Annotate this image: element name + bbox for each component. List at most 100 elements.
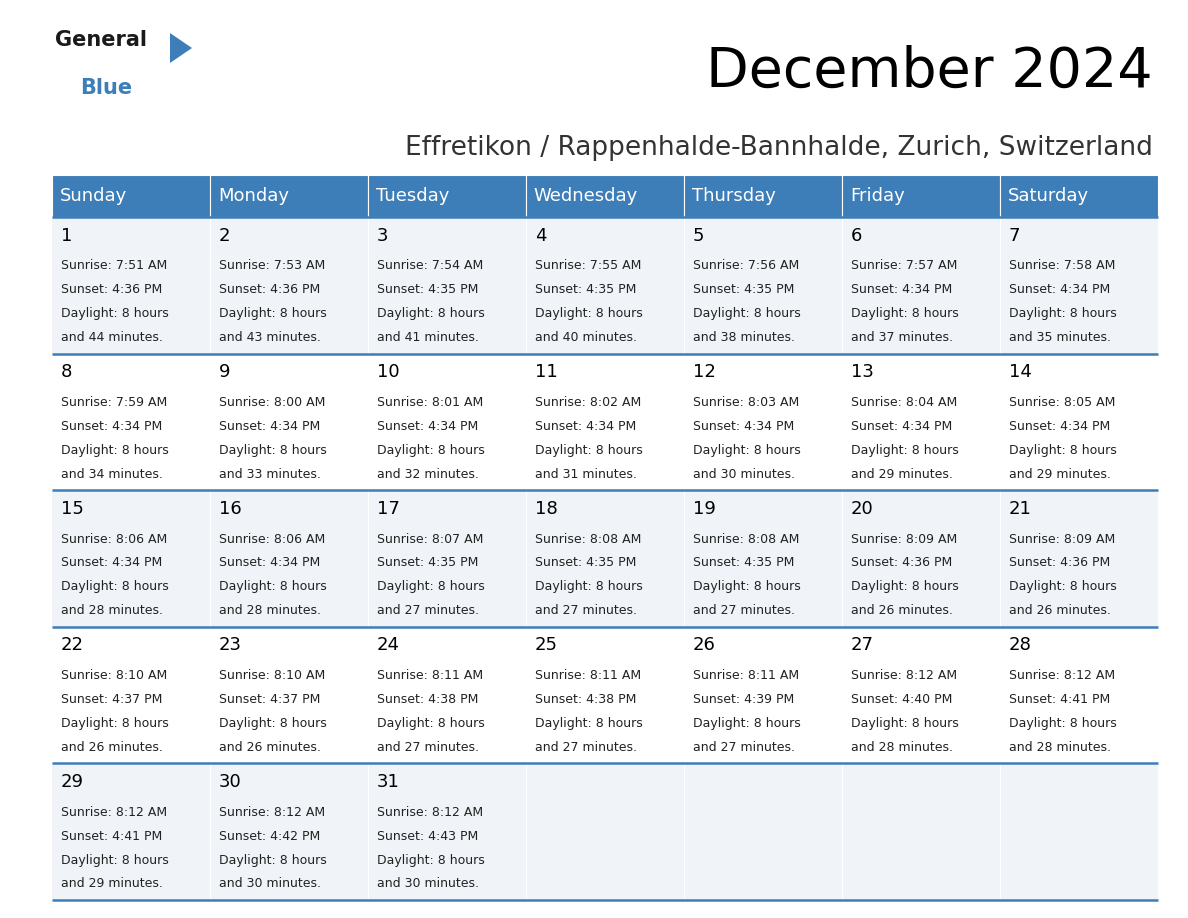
Text: 2: 2 xyxy=(219,227,230,244)
Text: Sunset: 4:39 PM: Sunset: 4:39 PM xyxy=(693,693,794,706)
Text: Sunrise: 8:12 AM: Sunrise: 8:12 AM xyxy=(851,669,956,682)
Text: Daylight: 8 hours: Daylight: 8 hours xyxy=(693,443,801,457)
Text: Sunset: 4:35 PM: Sunset: 4:35 PM xyxy=(535,556,636,569)
Text: General: General xyxy=(55,30,147,50)
Text: 10: 10 xyxy=(377,364,399,381)
Text: Daylight: 8 hours: Daylight: 8 hours xyxy=(851,443,959,457)
Text: and 30 minutes.: and 30 minutes. xyxy=(693,467,795,481)
Text: Sunrise: 7:51 AM: Sunrise: 7:51 AM xyxy=(61,260,168,273)
Text: Sunrise: 8:07 AM: Sunrise: 8:07 AM xyxy=(377,532,484,545)
Bar xyxy=(210,627,368,764)
Text: 15: 15 xyxy=(61,499,83,518)
Text: and 28 minutes.: and 28 minutes. xyxy=(851,741,953,754)
Text: Sunrise: 7:57 AM: Sunrise: 7:57 AM xyxy=(851,260,958,273)
Text: Daylight: 8 hours: Daylight: 8 hours xyxy=(851,717,959,730)
Text: Daylight: 8 hours: Daylight: 8 hours xyxy=(377,443,485,457)
Bar xyxy=(210,490,368,627)
Text: Sunrise: 8:06 AM: Sunrise: 8:06 AM xyxy=(219,532,326,545)
Text: Sunrise: 8:04 AM: Sunrise: 8:04 AM xyxy=(851,396,958,409)
Text: Sunrise: 8:12 AM: Sunrise: 8:12 AM xyxy=(377,806,482,819)
Text: 18: 18 xyxy=(535,499,557,518)
Text: Sunrise: 8:12 AM: Sunrise: 8:12 AM xyxy=(61,806,166,819)
Text: and 27 minutes.: and 27 minutes. xyxy=(535,604,637,617)
Text: 9: 9 xyxy=(219,364,230,381)
Bar xyxy=(1000,353,1158,490)
Polygon shape xyxy=(170,33,192,63)
Text: Daylight: 8 hours: Daylight: 8 hours xyxy=(377,854,485,867)
Bar xyxy=(526,627,684,764)
Text: Sunset: 4:37 PM: Sunset: 4:37 PM xyxy=(219,693,320,706)
Text: 30: 30 xyxy=(219,773,241,791)
Bar xyxy=(684,764,842,900)
Bar xyxy=(52,175,210,217)
Bar xyxy=(210,217,368,353)
Text: Sunset: 4:35 PM: Sunset: 4:35 PM xyxy=(693,556,794,569)
Text: and 41 minutes.: and 41 minutes. xyxy=(377,331,479,344)
Text: Sunrise: 8:12 AM: Sunrise: 8:12 AM xyxy=(219,806,324,819)
Text: Sunset: 4:34 PM: Sunset: 4:34 PM xyxy=(219,556,320,569)
Bar xyxy=(684,627,842,764)
Text: Sunset: 4:34 PM: Sunset: 4:34 PM xyxy=(1009,420,1110,433)
Text: Daylight: 8 hours: Daylight: 8 hours xyxy=(61,854,169,867)
Bar xyxy=(368,764,526,900)
Bar xyxy=(368,627,526,764)
Text: Sunrise: 7:59 AM: Sunrise: 7:59 AM xyxy=(61,396,168,409)
Text: Daylight: 8 hours: Daylight: 8 hours xyxy=(219,717,327,730)
Text: Sunrise: 7:54 AM: Sunrise: 7:54 AM xyxy=(377,260,484,273)
Text: Sunrise: 7:55 AM: Sunrise: 7:55 AM xyxy=(535,260,642,273)
Text: 19: 19 xyxy=(693,499,715,518)
Bar xyxy=(210,175,368,217)
Text: Sunset: 4:36 PM: Sunset: 4:36 PM xyxy=(61,284,162,297)
Text: 11: 11 xyxy=(535,364,557,381)
Text: and 43 minutes.: and 43 minutes. xyxy=(219,331,321,344)
Text: Daylight: 8 hours: Daylight: 8 hours xyxy=(61,308,169,320)
Text: Daylight: 8 hours: Daylight: 8 hours xyxy=(693,308,801,320)
Text: Effretikon / Rappenhalde-Bannhalde, Zurich, Switzerland: Effretikon / Rappenhalde-Bannhalde, Zuri… xyxy=(405,135,1154,161)
Bar xyxy=(684,217,842,353)
Text: Sunset: 4:34 PM: Sunset: 4:34 PM xyxy=(61,420,162,433)
Text: Daylight: 8 hours: Daylight: 8 hours xyxy=(219,443,327,457)
Text: 4: 4 xyxy=(535,227,546,244)
Text: Sunrise: 8:05 AM: Sunrise: 8:05 AM xyxy=(1009,396,1116,409)
Text: 26: 26 xyxy=(693,636,715,655)
Bar xyxy=(842,175,1000,217)
Bar xyxy=(684,490,842,627)
Text: Sunset: 4:41 PM: Sunset: 4:41 PM xyxy=(61,830,162,843)
Text: Blue: Blue xyxy=(80,78,132,98)
Text: Daylight: 8 hours: Daylight: 8 hours xyxy=(1009,717,1117,730)
Bar xyxy=(368,490,526,627)
Bar xyxy=(210,764,368,900)
Text: 27: 27 xyxy=(851,636,873,655)
Text: Daylight: 8 hours: Daylight: 8 hours xyxy=(377,580,485,593)
Text: Sunrise: 8:08 AM: Sunrise: 8:08 AM xyxy=(693,532,800,545)
Text: Daylight: 8 hours: Daylight: 8 hours xyxy=(377,717,485,730)
Bar xyxy=(368,353,526,490)
Bar xyxy=(684,353,842,490)
Bar xyxy=(842,764,1000,900)
Text: Daylight: 8 hours: Daylight: 8 hours xyxy=(535,717,643,730)
Bar xyxy=(210,353,368,490)
Text: Sunset: 4:37 PM: Sunset: 4:37 PM xyxy=(61,693,162,706)
Bar xyxy=(52,353,210,490)
Text: and 30 minutes.: and 30 minutes. xyxy=(219,878,321,890)
Bar xyxy=(684,175,842,217)
Text: 17: 17 xyxy=(377,499,399,518)
Text: and 27 minutes.: and 27 minutes. xyxy=(535,741,637,754)
Text: Sunrise: 8:09 AM: Sunrise: 8:09 AM xyxy=(1009,532,1116,545)
Bar xyxy=(1000,175,1158,217)
Text: 22: 22 xyxy=(61,636,83,655)
Text: 7: 7 xyxy=(1009,227,1020,244)
Text: and 34 minutes.: and 34 minutes. xyxy=(61,467,163,481)
Bar xyxy=(842,353,1000,490)
Text: Sunset: 4:40 PM: Sunset: 4:40 PM xyxy=(851,693,952,706)
Bar xyxy=(1000,764,1158,900)
Bar xyxy=(526,764,684,900)
Text: 31: 31 xyxy=(377,773,399,791)
Text: and 27 minutes.: and 27 minutes. xyxy=(377,604,479,617)
Text: 1: 1 xyxy=(61,227,72,244)
Text: Daylight: 8 hours: Daylight: 8 hours xyxy=(61,717,169,730)
Text: Sunrise: 8:00 AM: Sunrise: 8:00 AM xyxy=(219,396,326,409)
Text: and 30 minutes.: and 30 minutes. xyxy=(377,878,479,890)
Text: 29: 29 xyxy=(61,773,83,791)
Text: Sunset: 4:38 PM: Sunset: 4:38 PM xyxy=(377,693,478,706)
